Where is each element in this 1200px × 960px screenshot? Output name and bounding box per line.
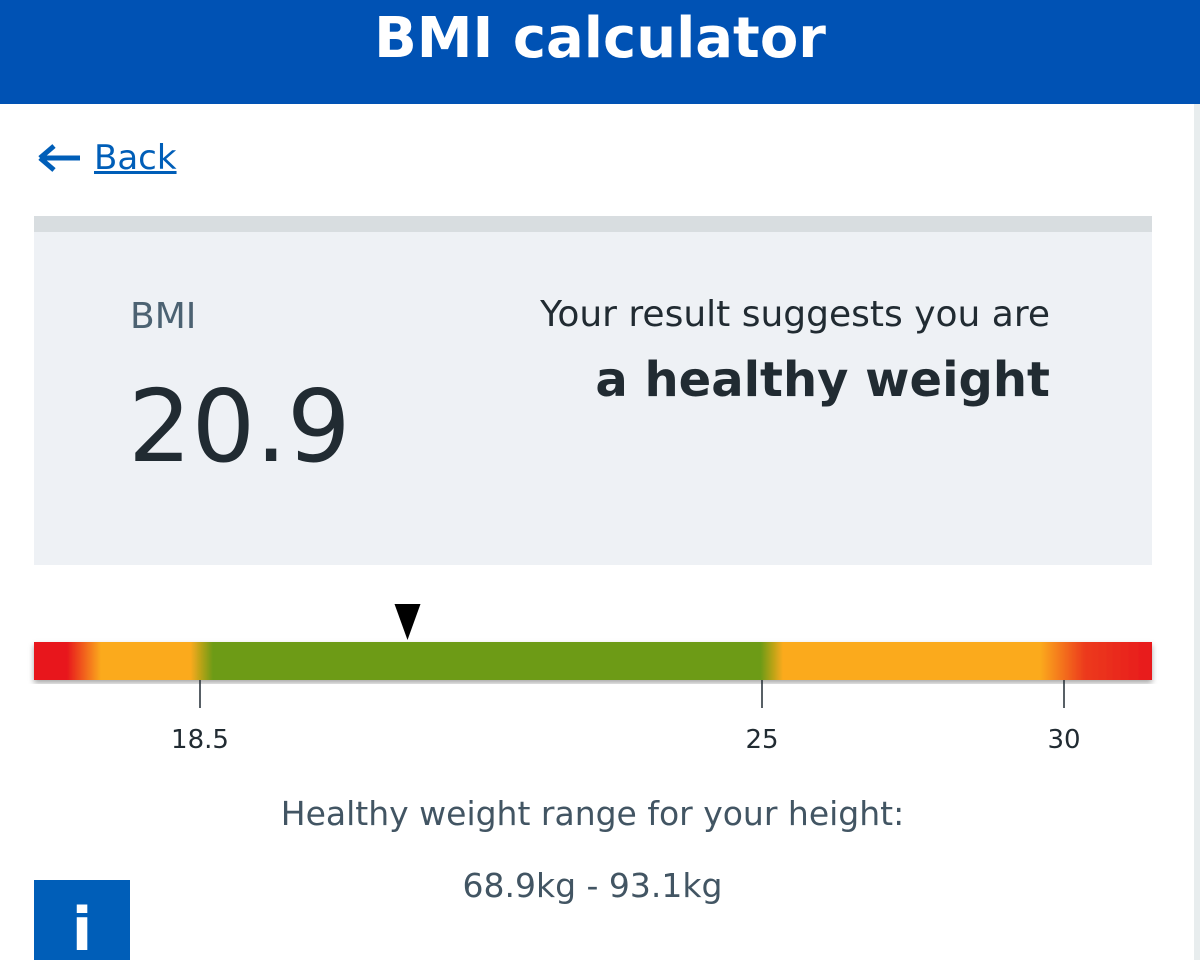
info-button[interactable]: i <box>34 880 130 960</box>
title: BMI calculator <box>374 6 826 71</box>
scale-tick-label: 30 <box>1047 725 1080 755</box>
header <box>0 0 1200 104</box>
range-value: 68.9kg - 93.1kg <box>462 866 723 905</box>
back-arrow <box>38 144 80 172</box>
bmi-scale: 18.5 25 30 <box>34 604 1152 755</box>
scale-bar <box>34 642 1152 680</box>
back-link[interactable]: Back <box>38 138 177 178</box>
bmi-label: BMI <box>130 296 197 337</box>
bmi-marker <box>394 604 421 640</box>
edge <box>1194 104 1200 960</box>
result-text: Your result suggests you are <box>540 294 1050 335</box>
scale-tick-label: 25 <box>745 725 778 755</box>
range-label: Healthy weight range for your height: <box>280 794 905 833</box>
back-text[interactable]: Back <box>94 138 177 178</box>
bmi-value: 20.9 <box>128 368 351 485</box>
result-card <box>34 216 1152 565</box>
result-category: a healthy weight <box>595 352 1050 408</box>
scale-tick-label: 18.5 <box>171 725 229 755</box>
